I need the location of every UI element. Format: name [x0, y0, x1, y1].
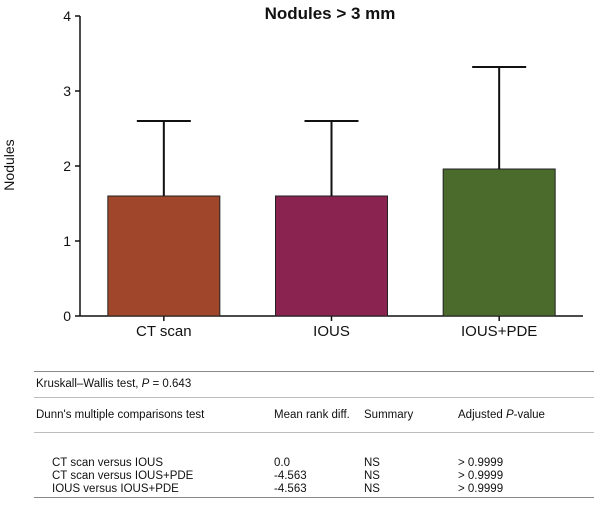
header-comparison: Dunn's multiple comparisons test: [36, 409, 205, 421]
header-mean-rank-diff: Mean rank diff.: [274, 409, 350, 421]
test-p-symbol: P: [141, 378, 150, 390]
y-tick-label: 2: [63, 158, 71, 174]
row-comparison: CT scan versus IOUS: [52, 457, 163, 469]
row-p-value: > 0.9999: [458, 470, 504, 482]
header-adjusted-p: Adjusted P-value: [458, 398, 545, 432]
header-adjusted-p-prefix: Adjusted: [458, 409, 506, 421]
statistics-table: Kruskall–Wallis test, P = 0.643 Dunn's m…: [34, 371, 594, 498]
y-tick-label: 0: [63, 308, 71, 324]
bar: [275, 195, 388, 317]
row-summary: NS: [364, 457, 380, 469]
y-axis-label: Nodules: [1, 139, 17, 190]
row-diff: -4.563: [274, 483, 307, 495]
row-comparison: CT scan versus IOUS+PDE: [52, 470, 194, 482]
bar: [107, 195, 221, 317]
row-p-value: > 0.9999: [458, 457, 504, 469]
row-diff: 0.0: [274, 457, 290, 469]
table-row: CT scan versus IOUS 0.0 NS > 0.9999: [34, 457, 594, 470]
chart-title: Nodules > 3 mm: [265, 4, 396, 23]
header-summary: Summary: [364, 409, 414, 421]
row-p-value: > 0.9999: [458, 483, 504, 495]
header-adjusted-p-symbol: P: [505, 409, 514, 421]
x-tick-label: IOUS+PDE: [461, 323, 537, 340]
y-tick-label: 3: [63, 83, 71, 99]
y-tick-label: 1: [63, 233, 71, 249]
table-body: CT scan versus IOUS 0.0 NS > 0.9999 CT s…: [34, 433, 594, 498]
bar: [442, 168, 556, 317]
y-tick-label: 4: [63, 8, 71, 24]
table-row: IOUS versus IOUS+PDE -4.563 NS > 0.9999: [34, 483, 594, 496]
header-adjusted-p-suffix: -value: [513, 409, 545, 421]
bar-chart: Nodules > 3 mm Nodules 0 1 2 3 4 CT scan IOUS I…: [1, 4, 583, 340]
row-diff: -4.563: [274, 470, 307, 482]
row-comparison: IOUS versus IOUS+PDE: [52, 483, 179, 495]
x-tick-label: CT scan: [136, 323, 192, 340]
test-label: Kruskall–Wallis test,: [36, 378, 142, 390]
test-row: Kruskall–Wallis test, P = 0.643: [34, 372, 594, 398]
table-header: Dunn's multiple comparisons test Mean ra…: [34, 398, 594, 433]
test-p-value: = 0.643: [149, 378, 192, 390]
row-summary: NS: [364, 470, 380, 482]
x-tick-label: IOUS: [313, 323, 350, 340]
chart-bars: [107, 66, 556, 317]
table-row: CT scan versus IOUS+PDE -4.563 NS > 0.99…: [34, 470, 594, 483]
row-summary: NS: [364, 483, 380, 495]
